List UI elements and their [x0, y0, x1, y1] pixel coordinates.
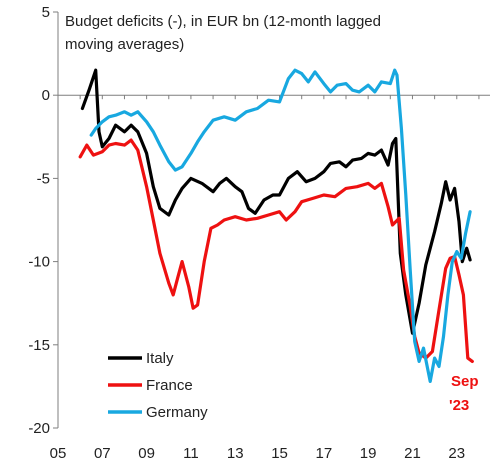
x-tick-label: 15: [271, 445, 288, 462]
legend-label-france: France: [146, 377, 193, 394]
x-tick-label: 13: [227, 445, 244, 462]
series-line-germany: [89, 68, 472, 383]
y-tick-label: -20: [28, 420, 50, 437]
y-tick-label: -10: [28, 254, 50, 271]
x-tick-label: 19: [360, 445, 377, 462]
y-tick-label: -15: [28, 337, 50, 354]
y-tick-label: 0: [42, 87, 50, 104]
data-series: [78, 68, 474, 383]
legend-label-germany: Germany: [146, 404, 208, 421]
legend-label-italy: Italy: [146, 350, 174, 367]
x-tick-label: 05: [50, 445, 67, 462]
x-tick-label: 07: [94, 445, 111, 462]
y-tick-label: -5: [37, 170, 50, 187]
legend: Italy France Germany: [108, 350, 208, 421]
y-tick-label: 5: [42, 4, 50, 21]
annotation-line-2: '23: [449, 397, 469, 414]
sep-23-annotation: Sep '23: [449, 373, 479, 414]
x-tick-label: 23: [448, 445, 465, 462]
x-tick-label: 09: [138, 445, 155, 462]
x-tick-label: 21: [404, 445, 421, 462]
annotation-line-1: Sep: [451, 373, 479, 390]
series-line-italy: [80, 68, 472, 335]
chart-title: Budget deficits (-), in EUR bn (12-month…: [65, 13, 381, 53]
x-tick-label: 11: [183, 445, 199, 462]
x-tick-label: 17: [316, 445, 333, 462]
chart-title-line-2: moving averages): [65, 36, 184, 53]
chart-title-line-1: Budget deficits (-), in EUR bn (12-month…: [65, 13, 381, 30]
